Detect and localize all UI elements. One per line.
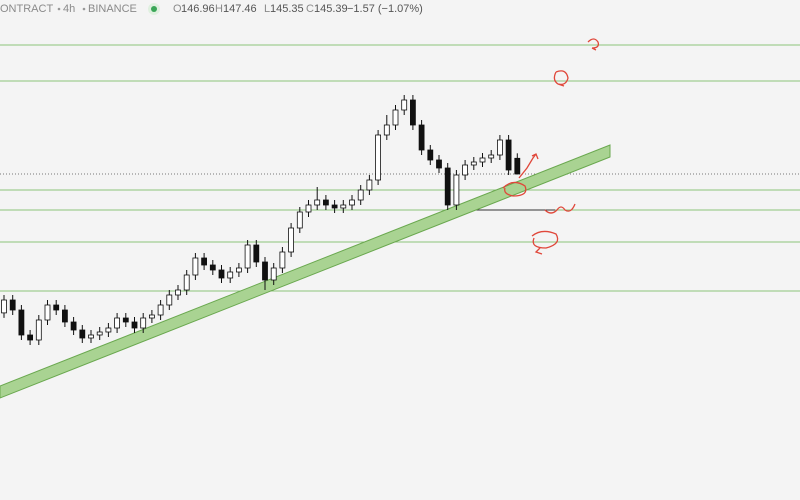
low-value: 145.35 [270, 3, 304, 15]
candle-body [53, 304, 60, 311]
open-value: 146.96 [181, 3, 215, 15]
candle-body [62, 309, 68, 323]
candle-body [392, 109, 399, 126]
low-label: L [264, 3, 270, 15]
scribble [531, 230, 559, 255]
candle-body [88, 334, 94, 339]
candle-body [331, 204, 338, 209]
candle-body [44, 304, 51, 321]
candle-body [105, 327, 112, 333]
separator [82, 7, 86, 11]
candle-body [27, 334, 34, 341]
candle-body [122, 317, 129, 323]
candle-body [131, 321, 138, 329]
close-value: 145.39 [314, 3, 348, 15]
candle-body [18, 309, 25, 336]
candle-body [444, 167, 451, 206]
candle-body [227, 271, 234, 279]
candle-body [305, 204, 312, 213]
candle-body [479, 157, 486, 163]
arrow [518, 153, 539, 179]
candle-body [166, 294, 173, 306]
candle-body [270, 267, 277, 281]
candle-body [349, 199, 355, 206]
candle-body [114, 317, 120, 329]
candle-body [496, 139, 503, 156]
candle-body [418, 124, 425, 151]
candle-body [375, 134, 382, 181]
candle-body [436, 159, 442, 169]
candle-body [209, 264, 216, 271]
interval: 4h [63, 3, 75, 15]
candle-body [96, 331, 103, 336]
candle-body [462, 164, 469, 176]
symbol: ONTRACT [0, 3, 53, 15]
candle-body [401, 99, 408, 111]
candle-body [296, 211, 303, 229]
candle-body [1, 299, 7, 314]
candle-body [409, 99, 416, 126]
candle-body [175, 289, 181, 296]
candle-body [218, 269, 225, 279]
close-label: C [306, 3, 314, 15]
trend-channel [0, 144, 611, 399]
candle-body [288, 227, 295, 253]
open-label: O [173, 3, 182, 15]
candle-body [383, 124, 390, 136]
candle-body [262, 261, 268, 281]
candle-body [279, 251, 286, 269]
candle-body [322, 199, 329, 206]
candle-body [192, 257, 199, 276]
exchange: BINANCE [88, 3, 137, 15]
candle-body [148, 314, 155, 319]
candle-body [505, 139, 512, 171]
high-value: 147.46 [223, 3, 257, 15]
candle-body [488, 154, 495, 159]
candle-body [183, 274, 190, 291]
candle-body [314, 199, 321, 206]
candle-body [235, 267, 242, 273]
candle-body [79, 329, 86, 339]
candle-body [357, 189, 364, 201]
candle-body [9, 299, 16, 311]
candle-body [427, 149, 434, 161]
scribble [553, 70, 569, 87]
candle-body [157, 304, 164, 316]
candle-body [514, 157, 521, 175]
candle-body [366, 179, 373, 191]
scribble [502, 181, 527, 197]
candle-body [244, 244, 251, 269]
candle-body [201, 257, 208, 266]
candle-body [35, 319, 42, 341]
candle-body [340, 204, 347, 209]
status-dot [151, 6, 157, 12]
scribble [544, 203, 576, 214]
candle-body [253, 244, 260, 263]
separator [57, 7, 61, 11]
annotations [502, 38, 600, 255]
high-label: H [215, 3, 223, 15]
candle-body [453, 174, 460, 206]
change: −1.57 (−1.07%) [347, 3, 423, 15]
candle-body [70, 321, 77, 331]
scribble [587, 38, 600, 51]
candle-body [470, 161, 477, 166]
candle-body [140, 317, 147, 329]
